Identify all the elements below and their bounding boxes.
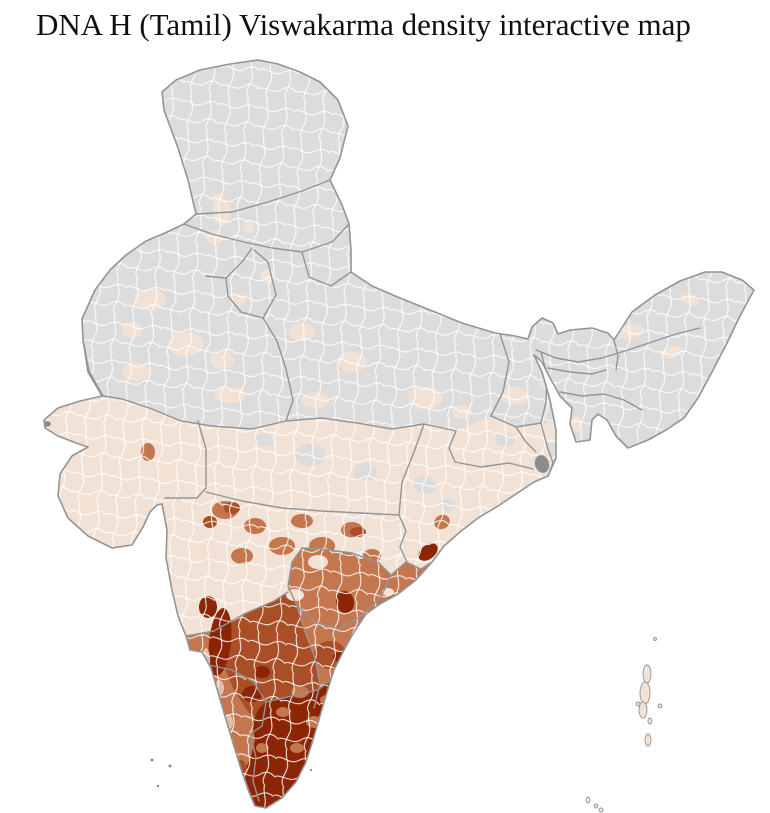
- state-borders: [82, 179, 701, 802]
- andaman-nicobar-islands: [585, 637, 663, 813]
- lakshadweep-islets: [150, 758, 313, 788]
- map-title: DNA H (Tamil) Viswakarma density interac…: [36, 7, 691, 42]
- district-boundaries: [44, 60, 754, 808]
- india-outline: [43, 59, 755, 809]
